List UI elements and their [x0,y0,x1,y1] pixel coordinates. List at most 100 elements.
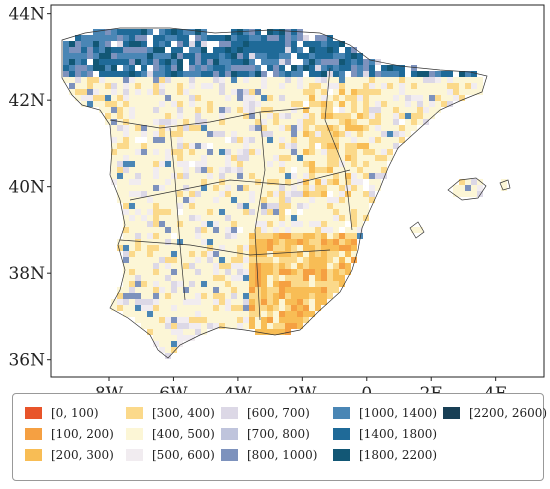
map-cell [153,275,159,281]
map-cell [267,65,273,71]
map-cell [117,245,123,251]
map-cell [153,209,159,215]
map-cell [351,149,357,155]
map-cell [213,215,219,221]
map-cell [321,263,327,269]
map-cell [195,203,201,209]
map-cell [297,275,303,281]
map-cell [81,65,87,71]
map-cell [195,53,201,59]
map-cell [273,233,279,239]
map-cell [453,83,459,89]
map-cell [333,215,339,221]
map-cell [153,155,159,161]
map-cell [279,269,285,275]
map-cell [369,131,375,137]
map-cell [213,107,219,113]
map-cell [195,299,201,305]
map-cell [381,173,387,179]
map-cell [129,77,135,83]
map-cell [363,143,369,149]
map-cell [363,65,369,71]
map-cell [207,83,213,89]
map-cell [207,59,213,65]
map-cell [171,257,177,263]
map-cell [129,227,135,233]
map-cell [261,245,267,251]
map-cell [249,299,255,305]
map-cell [453,185,459,191]
map-cell [279,179,285,185]
map-cell [249,227,255,233]
map-cell [351,125,357,131]
map-cell [177,311,183,317]
map-cell [123,83,129,89]
map-cell [375,77,381,83]
map-cell [183,35,189,41]
map-cell [351,155,357,161]
map-cell [249,245,255,251]
map-cell [231,323,237,329]
map-cell [177,275,183,281]
map-cell [195,269,201,275]
map-cell [321,161,327,167]
map-cell [423,83,429,89]
map-cell [459,71,465,77]
map-cell [123,227,129,233]
map-cell [309,191,315,197]
map-cell [345,47,351,53]
map-cell [315,275,321,281]
legend-item: [1800, 2200) [333,446,437,464]
map-cell [339,89,345,95]
map-cell [279,197,285,203]
map-cell [189,143,195,149]
map-cell [111,29,117,35]
map-cell [243,29,249,35]
map-cell [291,29,297,35]
map-cell [279,59,285,65]
map-cell [399,95,405,101]
map-cell [255,119,261,125]
map-cell [201,323,207,329]
map-cell [141,263,147,269]
map-cell [441,95,447,101]
map-cell [135,155,141,161]
map-cell [189,47,195,53]
map-cell [285,173,291,179]
map-cell [231,83,237,89]
map-cell [255,47,261,53]
map-cell [267,269,273,275]
map-cell [201,41,207,47]
map-cell [375,185,381,191]
map-cell [273,287,279,293]
map-cell [267,179,273,185]
map-cell [387,131,393,137]
map-cell [339,197,345,203]
map-cell [243,293,249,299]
map-cell [129,179,135,185]
map-cell [369,161,375,167]
map-cell [261,185,267,191]
map-cell [171,341,177,347]
map-cell [237,215,243,221]
map-cell [279,167,285,173]
map-cell [69,53,75,59]
map-cell [255,191,261,197]
map-cell [327,167,333,173]
map-cell [123,65,129,71]
map-cell [159,311,165,317]
map-cell [243,311,249,317]
map-cell [165,257,171,263]
map-cell [345,155,351,161]
map-cell [285,137,291,143]
map-cell [177,329,183,335]
map-cell [183,335,189,341]
map-cell [141,41,147,47]
map-cell [279,221,285,227]
map-cell [297,251,303,257]
map-cell [381,101,387,107]
map-cell [417,77,423,83]
map-cell [345,239,351,245]
map-cell [285,317,291,323]
map-cell [201,293,207,299]
